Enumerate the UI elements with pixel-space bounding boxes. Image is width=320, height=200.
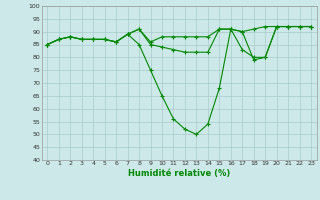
X-axis label: Humidité relative (%): Humidité relative (%) (128, 169, 230, 178)
